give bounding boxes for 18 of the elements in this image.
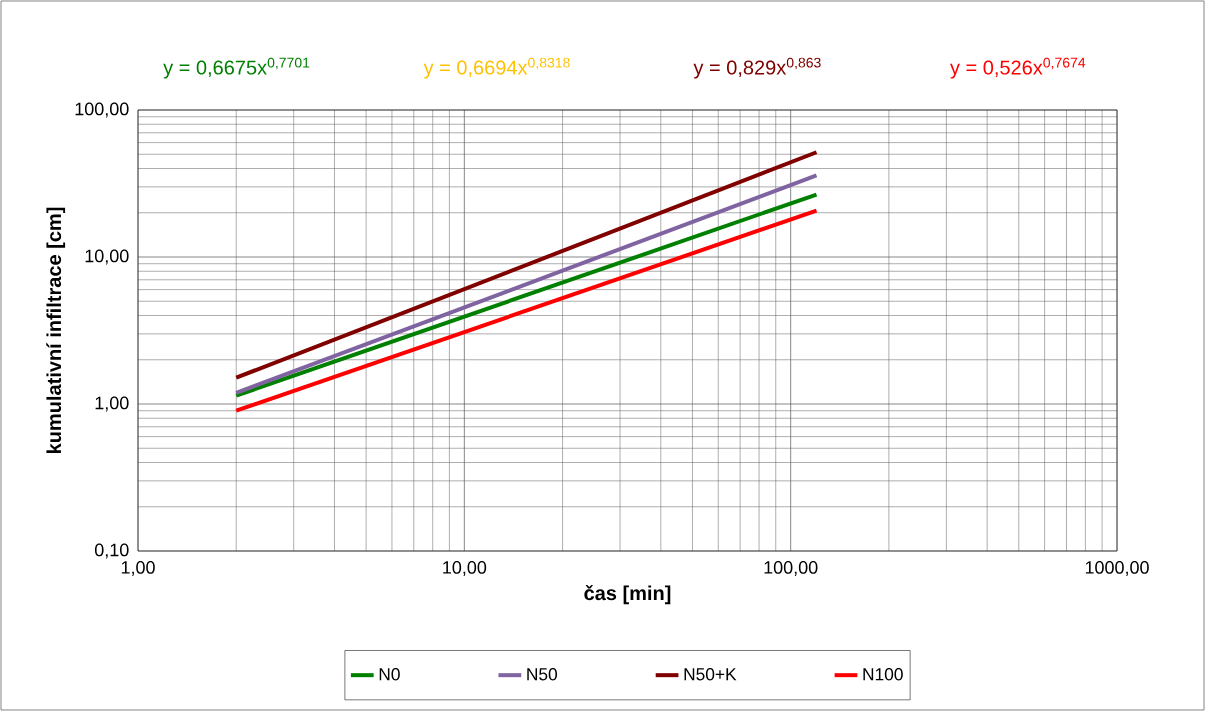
- y-tick-label: 0,10: [94, 543, 129, 559]
- text: y = 0,6694x$^{0,8318}$: [423, 57, 570, 79]
- y-tick-label: 100,00: [75, 102, 129, 118]
- legend-label: N0: [379, 668, 400, 681]
- x-tick-label: 10,00: [443, 561, 487, 576]
- legend-label: N50+K: [684, 668, 737, 681]
- legend-label: N100: [863, 668, 903, 681]
- x-axis-title: čas [min]: [584, 585, 671, 605]
- x-tick-label: 1,00: [121, 561, 155, 576]
- y-tick-label: 10,00: [85, 249, 129, 265]
- y-axis-title: kumulativní infiltrace [cm]: [46, 207, 66, 454]
- legend-label: N50: [527, 668, 558, 681]
- text: y = 0,829x$^{0,863}$: [693, 57, 821, 79]
- x-tick-label: 100,00: [764, 561, 818, 576]
- y-tick-label: 1,00: [95, 396, 129, 412]
- text: y = 0,526x$^{0,7674}$: [950, 57, 1086, 79]
- text: y = 0,6675x$^{0,7701}$: [163, 57, 310, 79]
- x-tick-label: 1000,00: [1085, 561, 1149, 576]
